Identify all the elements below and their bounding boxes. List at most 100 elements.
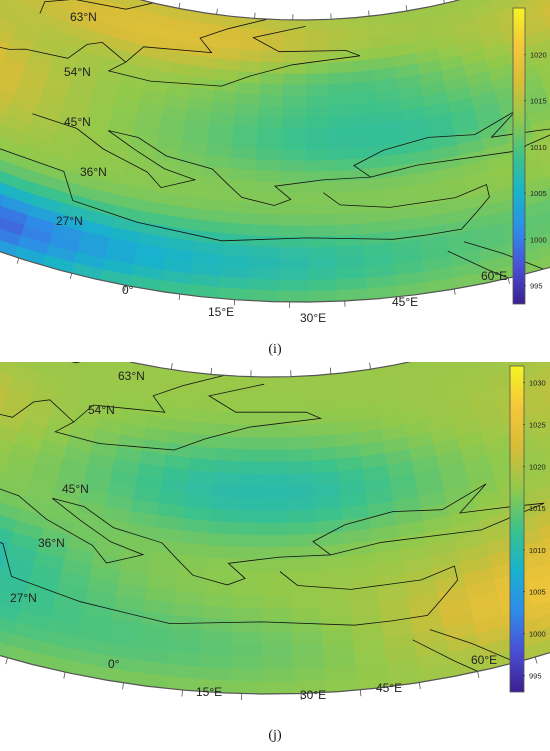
lat-label-54: 54°N bbox=[88, 403, 115, 417]
pressure-cell bbox=[305, 19, 328, 32]
pressure-cell bbox=[203, 593, 234, 609]
pressure-cell bbox=[527, 406, 550, 428]
pressure-cell bbox=[262, 583, 292, 597]
pressure-cell bbox=[253, 191, 282, 205]
frame-tick bbox=[170, 363, 173, 370]
pressure-cell bbox=[545, 386, 550, 408]
pressure-cell bbox=[546, 169, 550, 189]
pressure-cell bbox=[231, 135, 258, 150]
pressure-cell bbox=[331, 147, 358, 161]
frame-tick bbox=[453, 288, 456, 295]
pressure-cell bbox=[279, 225, 308, 238]
pressure-cell bbox=[315, 519, 344, 535]
panel-caption-j: (j) bbox=[268, 728, 282, 743]
pressure-cell bbox=[535, 429, 550, 451]
lon-label-15e: 15°E bbox=[196, 685, 222, 699]
pressure-cell bbox=[236, 510, 264, 524]
pressure-cell bbox=[536, 608, 550, 631]
frame-tick bbox=[124, 285, 126, 292]
pressure-cell bbox=[206, 557, 236, 572]
pressure-cell bbox=[286, 424, 312, 439]
pressure-cell bbox=[305, 62, 329, 75]
pressure-cell bbox=[263, 376, 287, 390]
pressure-cell bbox=[329, 115, 356, 129]
pressure-cell bbox=[236, 497, 264, 512]
pressure-cell bbox=[308, 398, 333, 413]
pressure-cell bbox=[196, 384, 221, 400]
frame-tick bbox=[507, 278, 510, 284]
pressure-cell bbox=[335, 255, 366, 270]
pressure-cell bbox=[330, 126, 357, 140]
pressure-cell bbox=[526, 198, 550, 218]
pressure-cell bbox=[307, 225, 336, 238]
pressure-cell bbox=[255, 159, 282, 172]
pressure-cell bbox=[328, 82, 353, 96]
pressure-cell bbox=[540, 68, 550, 88]
frame-tick bbox=[233, 299, 236, 306]
lon-label-60e: 60°E bbox=[481, 269, 507, 283]
pressure-cell bbox=[197, 666, 231, 682]
pressure-cell bbox=[333, 212, 363, 226]
pressure-cell bbox=[523, 187, 550, 207]
pressure-cell bbox=[327, 61, 352, 74]
pressure-cell bbox=[256, 137, 283, 151]
pressure-cell bbox=[307, 268, 338, 281]
pressure-cell bbox=[278, 268, 309, 281]
colorbar-tick-label: 1025 bbox=[529, 421, 546, 430]
pressure-cell bbox=[199, 642, 232, 657]
pressure-cell bbox=[279, 203, 308, 216]
pressure-cell bbox=[305, 84, 330, 97]
pressure-cell bbox=[316, 531, 346, 547]
lon-label-0: 0° bbox=[108, 657, 120, 671]
colorbar-tick-label: 1010 bbox=[529, 546, 546, 555]
pressure-cell bbox=[523, 472, 550, 494]
pressure-cell bbox=[231, 631, 263, 646]
pressure-cell bbox=[527, 107, 550, 127]
pressure-cell bbox=[318, 568, 349, 584]
pressure-cell bbox=[525, 574, 550, 596]
pressure-cell bbox=[543, 158, 550, 179]
pressure-cell bbox=[200, 630, 233, 645]
pressure-cell bbox=[543, 78, 550, 99]
pressure-cell bbox=[211, 484, 239, 499]
pressure-cell bbox=[207, 532, 237, 548]
pressure-cell bbox=[278, 258, 309, 270]
pressure-cell bbox=[336, 277, 368, 291]
pressure-cell bbox=[305, 73, 330, 86]
frame-tick bbox=[369, 362, 371, 370]
pressure-cell bbox=[241, 27, 264, 42]
pressure-cell bbox=[262, 473, 289, 488]
pressure-cell bbox=[262, 559, 292, 573]
frame-tick bbox=[405, 5, 408, 12]
pressure-cell bbox=[238, 60, 263, 74]
pressure-cell bbox=[313, 483, 341, 498]
pressure-cell bbox=[539, 440, 550, 463]
lon-label-45e: 45°E bbox=[392, 295, 418, 309]
pressure-cell bbox=[278, 279, 309, 292]
pressure-cell bbox=[290, 558, 320, 573]
frame-ticks-i bbox=[16, 0, 510, 308]
pressure-cell bbox=[202, 605, 234, 621]
colorbar-tick-label: 1000 bbox=[529, 630, 546, 639]
pressure-cell bbox=[263, 388, 287, 402]
pressure-cell bbox=[279, 214, 308, 227]
pressure-cell bbox=[280, 171, 308, 184]
pressure-cell bbox=[307, 386, 332, 401]
map-svg-j: 63°N 54°N 45°N 36°N 27°N 0° 15°E 30°E 45… bbox=[0, 310, 550, 702]
frame-tick bbox=[534, 656, 538, 664]
frame-tick bbox=[216, 8, 218, 15]
pressure-cell bbox=[249, 256, 280, 270]
pressure-cell bbox=[228, 168, 257, 182]
pressure-cell bbox=[212, 472, 239, 487]
pressure-cell bbox=[335, 245, 365, 259]
pressure-cell bbox=[542, 530, 550, 552]
pressure-cell bbox=[522, 395, 550, 417]
map-svg-i: 63°N 54°N 45°N 36°N 27°N 0° 15°E 30°E 45… bbox=[0, 0, 550, 325]
pressure-cell bbox=[261, 51, 285, 64]
pressure-cell bbox=[536, 138, 550, 158]
pressure-cell bbox=[533, 128, 550, 148]
colorbar-i: 1020 1015 1010 1005 1000 995 bbox=[512, 7, 547, 305]
pressure-cell bbox=[201, 617, 233, 633]
frame-tick bbox=[122, 682, 124, 690]
frame-tick bbox=[69, 273, 73, 279]
